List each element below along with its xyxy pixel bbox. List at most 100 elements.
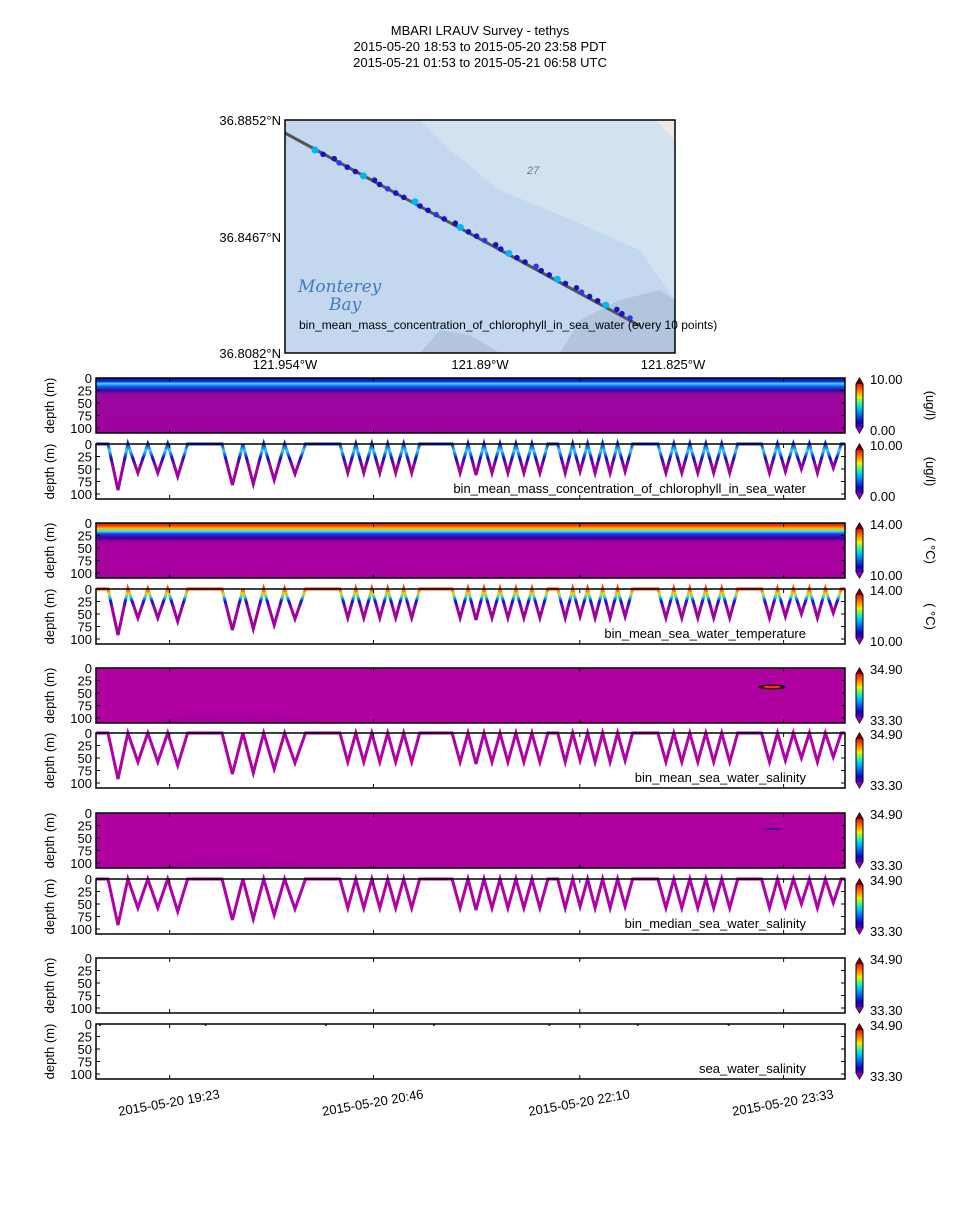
colorbar-max-arrow — [856, 1024, 863, 1030]
colorbar: 34.90 33.30 — [855, 952, 903, 1018]
title-line-1: MBARI LRAUV Survey - tethys — [391, 23, 570, 38]
colorbar-min-arrow — [856, 782, 863, 788]
x-tick-label: 2015-05-20 19:23 — [117, 1086, 221, 1119]
colorbar-max-arrow — [856, 378, 863, 384]
y-tick-label: 75 — [78, 989, 92, 1004]
colorbar-gradient — [855, 588, 864, 645]
y-tick-label: 75 — [78, 844, 92, 859]
y-axis-label: depth (m) — [42, 733, 57, 789]
colorbar: 10.00 0.00 (ug/l) — [855, 438, 938, 504]
colorbar-max-arrow — [856, 523, 863, 529]
map-lon-tick: 121.825°W — [641, 357, 706, 372]
map-track-point — [311, 146, 319, 154]
heatmap-region — [150, 858, 330, 868]
map-place-label-bay: Bay — [328, 295, 362, 315]
y-tick-label: 100 — [70, 856, 92, 871]
map-track-point — [553, 275, 561, 283]
map-track-point — [522, 259, 528, 265]
y-tick-label: 50 — [78, 751, 92, 766]
y-tick-label: 25 — [78, 964, 92, 979]
colorbar-min-label: 33.30 — [870, 713, 903, 728]
map-track-point — [425, 207, 431, 214]
map-track-point — [417, 203, 423, 209]
x-tick-label: 2015-05-20 23:33 — [731, 1086, 835, 1119]
y-tick-label: 100 — [70, 487, 92, 502]
y-tick-label: 0 — [85, 437, 92, 452]
data-point — [432, 1024, 435, 1026]
map-track-point — [336, 160, 343, 166]
y-tick-label: 0 — [85, 872, 92, 887]
heatmap-region — [150, 713, 330, 723]
colorbar-max-label: 14.00 — [870, 583, 903, 598]
y-tick-label: 0 — [85, 1017, 92, 1032]
y-tick-label: 50 — [78, 686, 92, 701]
colorbar-gradient — [855, 732, 864, 789]
y-tick-label: 75 — [78, 554, 92, 569]
variable-label: bin_median_sea_water_salinity — [625, 916, 807, 931]
colorbar-min-label: 33.30 — [870, 778, 903, 793]
map-lat-tick: 36.8852°N — [219, 113, 281, 128]
y-tick-label: 25 — [78, 450, 92, 465]
colorbar-min-arrow — [856, 638, 863, 644]
data-point — [548, 1024, 551, 1026]
colorbar-max-label: 10.00 — [870, 438, 903, 453]
colorbar: 14.00 10.00 ( °C) — [855, 583, 938, 649]
axes-frame — [95, 732, 846, 789]
colorbar-max-arrow — [856, 813, 863, 819]
colorbar-max-arrow — [856, 733, 863, 739]
y-tick-label: 75 — [78, 475, 92, 490]
colorbar-min-arrow — [856, 427, 863, 433]
map-track-point — [533, 263, 539, 270]
y-tick-label: 75 — [78, 699, 92, 714]
y-tick-label: 50 — [78, 897, 92, 912]
heatmap-anomaly-core — [763, 685, 781, 689]
data-point — [727, 1024, 730, 1026]
map-lon-tick: 121.954°W — [253, 357, 318, 372]
y-tick-label: 25 — [78, 384, 92, 399]
y-axis-label: depth (m) — [42, 668, 57, 724]
y-tick-label: 100 — [70, 632, 92, 647]
y-axis-label: depth (m) — [42, 958, 57, 1014]
colorbar-max-label: 34.90 — [870, 807, 903, 822]
y-tick-label: 0 — [85, 951, 92, 966]
map-track-point — [473, 233, 480, 239]
y-tick-label: 25 — [78, 595, 92, 610]
colorbar-gradient — [855, 377, 864, 434]
y-tick-label: 25 — [78, 674, 92, 689]
y-tick-label: 75 — [78, 1055, 92, 1070]
y-tick-label: 50 — [78, 396, 92, 411]
variable-label: bin_mean_sea_water_temperature — [604, 626, 806, 641]
colorbar-gradient — [855, 443, 864, 500]
map-track-point — [514, 254, 520, 261]
heatmap-anomaly — [762, 828, 782, 830]
colorbar-max-arrow — [856, 444, 863, 450]
map-track-point — [562, 280, 569, 287]
y-tick-label: 50 — [78, 541, 92, 556]
y-tick-label: 0 — [85, 726, 92, 741]
map-track-point — [492, 241, 499, 248]
axes-frame — [95, 443, 846, 500]
y-tick-label: 25 — [78, 529, 92, 544]
y-tick-label: 100 — [70, 711, 92, 726]
map-road-label: 27 — [526, 165, 540, 177]
map-lon-tick: 121.89°W — [451, 357, 509, 372]
axes-frame — [95, 522, 846, 579]
colorbar: 34.90 33.30 — [855, 1018, 903, 1084]
map-track-point — [352, 168, 359, 175]
map-track-point — [505, 249, 513, 257]
map-shelf — [420, 120, 675, 300]
y-axis-label: depth (m) — [42, 444, 57, 500]
colorbar-min-label: 10.00 — [870, 634, 903, 649]
x-tick-label: 2015-05-20 20:46 — [321, 1086, 425, 1119]
axes-frame — [95, 1023, 846, 1080]
colorbar-min-arrow — [856, 928, 863, 934]
y-axis-label: depth (m) — [42, 1024, 57, 1080]
axes-frame — [95, 812, 846, 869]
map-track-point — [384, 185, 391, 192]
map-place-label-monterey: Monterey — [297, 277, 382, 297]
